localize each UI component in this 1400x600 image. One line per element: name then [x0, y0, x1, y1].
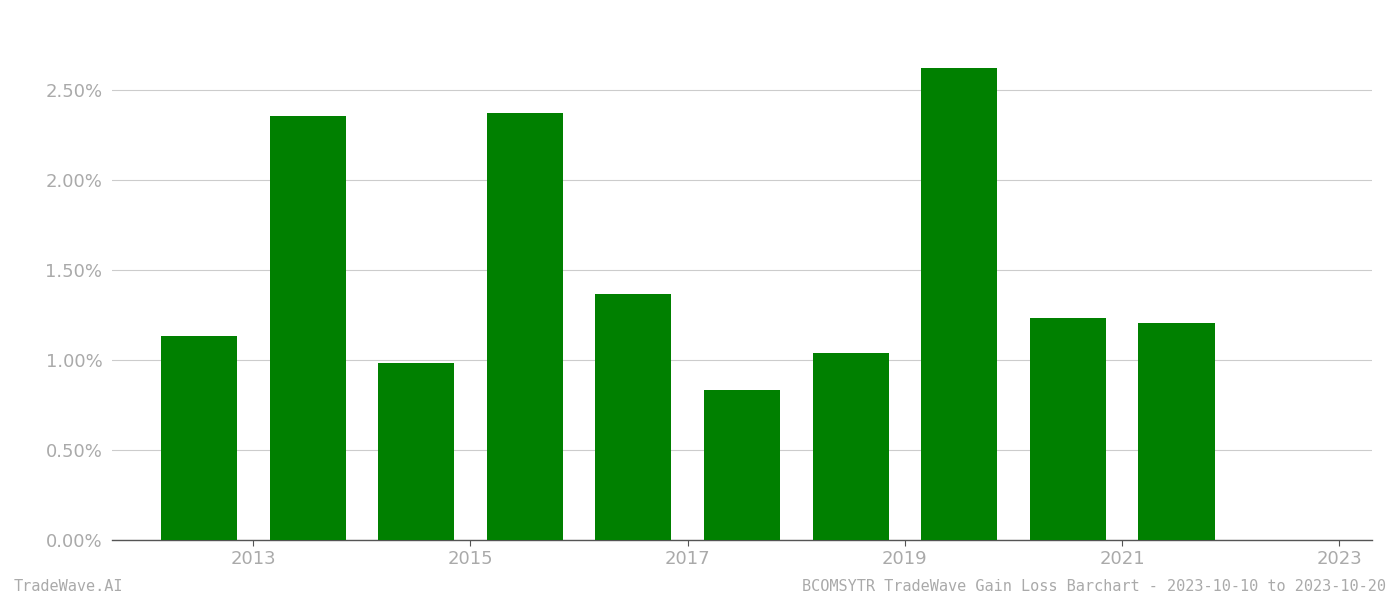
Bar	[595, 295, 672, 540]
Bar	[1138, 323, 1215, 540]
Bar	[378, 362, 454, 540]
Bar	[704, 390, 780, 540]
Bar	[921, 68, 997, 540]
Text: TradeWave.AI: TradeWave.AI	[14, 579, 123, 594]
Bar	[161, 336, 237, 540]
Bar	[1030, 318, 1106, 540]
Bar	[812, 353, 889, 540]
Text: BCOMSYTR TradeWave Gain Loss Barchart - 2023-10-10 to 2023-10-20: BCOMSYTR TradeWave Gain Loss Barchart - …	[802, 579, 1386, 594]
Bar	[270, 116, 346, 540]
Bar	[487, 113, 563, 540]
